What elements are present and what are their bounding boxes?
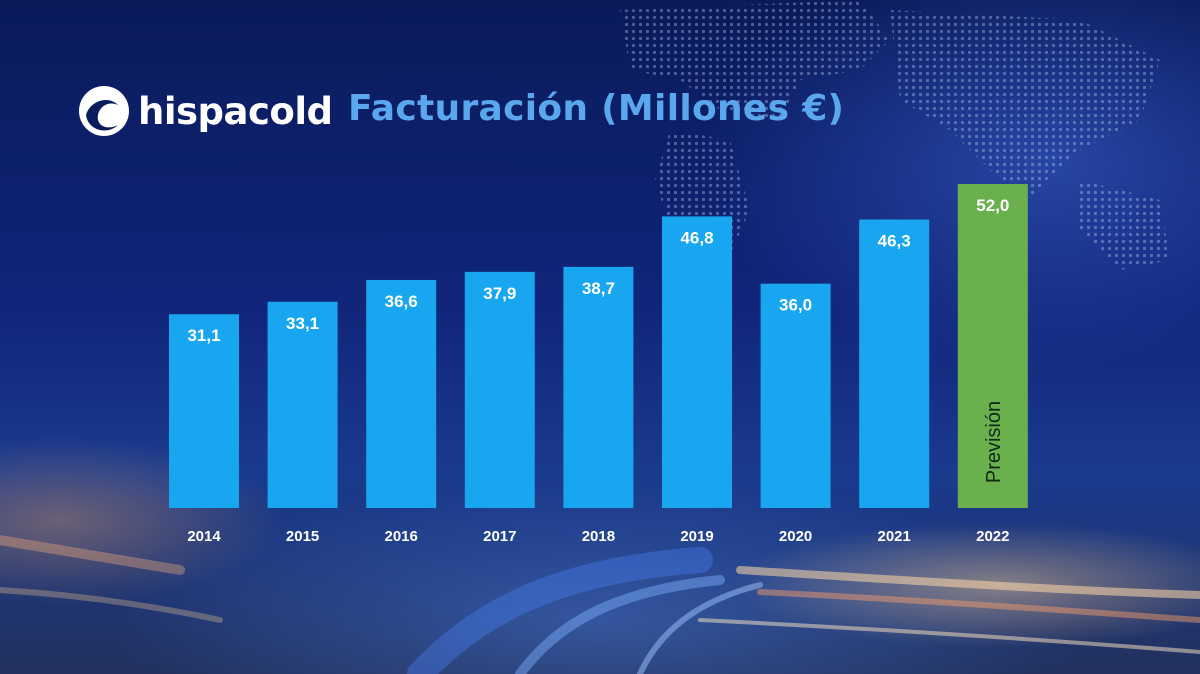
value-label-2017: 37,9	[483, 284, 516, 303]
value-label-2014: 31,1	[187, 326, 220, 345]
brand-name: hispacold	[138, 89, 333, 133]
category-label-2015: 2015	[286, 528, 319, 545]
hispacold-logo: hispacold	[78, 85, 333, 137]
city-light-trails-decoration	[0, 535, 1200, 674]
bar-2018	[563, 266, 634, 508]
value-label-2019: 46,8	[680, 228, 713, 247]
bar-2017	[464, 271, 535, 508]
bar-2015	[267, 301, 338, 508]
hispacold-logo-icon	[79, 86, 129, 136]
value-label-2016: 36,6	[385, 292, 418, 311]
bar-2019	[662, 216, 732, 508]
bar-2021	[859, 219, 930, 508]
chart-title: Facturación (Millones €)	[348, 88, 845, 129]
category-label-2014: 2014	[187, 528, 221, 545]
bar-2020	[760, 283, 831, 508]
category-label-2021: 2021	[878, 528, 911, 545]
category-label-2022: 2022	[976, 528, 1009, 545]
category-label-2019: 2019	[680, 528, 713, 545]
category-label-2018: 2018	[582, 528, 615, 545]
category-label-2017: 2017	[483, 528, 516, 545]
value-label-2018: 38,7	[582, 279, 615, 298]
bar-2016	[366, 279, 437, 508]
bar-2022	[957, 184, 1028, 508]
value-label-2022: 52,0	[976, 196, 1009, 215]
bar-2014	[169, 314, 239, 508]
forecast-label: Previsión	[983, 401, 1005, 483]
value-label-2015: 33,1	[286, 314, 319, 333]
category-label-2016: 2016	[385, 528, 418, 545]
category-label-2020: 2020	[779, 528, 812, 545]
value-label-2021: 46,3	[878, 232, 911, 251]
value-label-2020: 36,0	[779, 296, 812, 315]
